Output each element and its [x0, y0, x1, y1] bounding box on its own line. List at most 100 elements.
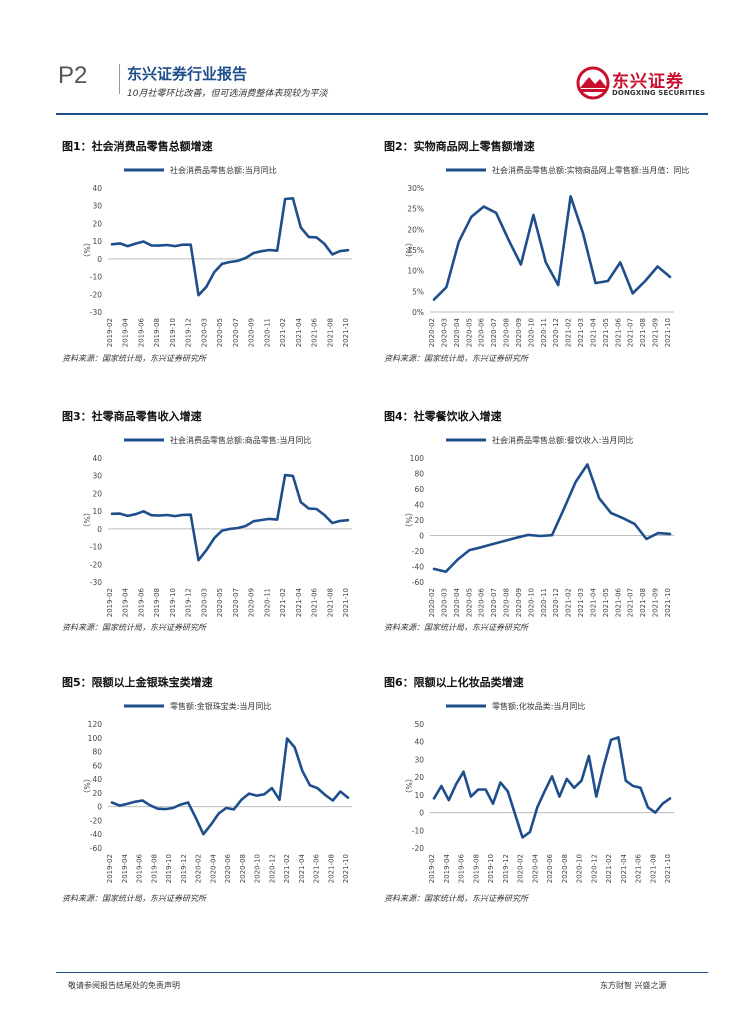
data-point: [477, 788, 480, 791]
legend-label: 社会消费品零售总额:商品零售:当月同比: [170, 435, 311, 445]
x-tick-label: 2020-05: [465, 588, 473, 617]
x-tick-label: 2021-10: [664, 588, 672, 617]
line-chart: 社会消费品零售总额:当月同比 （%） 40 30 20 10 0 -10 -20 -30 2019-…: [82, 165, 352, 347]
data-point: [669, 276, 671, 278]
data-point: [156, 807, 159, 810]
data-point: [244, 525, 247, 527]
chart-panel-3: 图3：社零商品零售收入增速 社会消费品零售总额:商品零售:当月同比 （%） 40 30…: [62, 408, 362, 640]
x-tick-label: 2019-02: [428, 854, 436, 883]
y-tick-label: 5%: [412, 287, 424, 296]
y-tick-label: -40: [412, 563, 424, 572]
data-point: [563, 508, 565, 510]
data-point: [632, 785, 634, 787]
data-point: [197, 559, 200, 561]
data-point: [323, 243, 326, 245]
data-point: [286, 737, 288, 740]
y-tick-label: 20: [414, 516, 424, 525]
data-point: [492, 802, 494, 805]
data-point: [126, 803, 128, 805]
x-tick-label: 2021-06: [614, 317, 622, 347]
x-tick-label: 2020-06: [478, 587, 486, 617]
x-tick-label: 2020-10: [576, 854, 584, 883]
x-tick-label: 2021-08: [326, 318, 334, 347]
x-tick-label: 2021-08: [639, 318, 647, 347]
x-tick-label: 2020-06: [478, 317, 486, 347]
data-point: [470, 216, 473, 218]
data-point: [300, 226, 302, 229]
x-tick-label: 2021-04: [589, 587, 597, 617]
x-tick-label: 2019-12: [185, 318, 193, 347]
data-point: [669, 797, 671, 800]
data-point: [244, 257, 247, 259]
data-point: [669, 533, 671, 535]
x-tick-label: 2021-05: [602, 318, 610, 347]
chart-panel-2: 图2：实物商品网上零售额增速 社会消费品零售总额:实物商品网上零售额:当月值：同…: [384, 138, 689, 370]
data-point: [217, 812, 220, 815]
x-tick-label: 2021-08: [649, 854, 657, 883]
y-tick-label: 60: [414, 485, 424, 494]
x-tick-label: 2020-03: [440, 588, 448, 617]
y-tick-label: 100: [88, 734, 103, 743]
y-tick-label: 10: [92, 237, 102, 246]
data-point: [252, 252, 255, 254]
chart-title: 图4：社零餐饮收入增速: [384, 410, 502, 423]
x-tick-label: 2020-10: [527, 318, 535, 347]
axis-label-y: （%）: [82, 238, 91, 262]
data-point: [543, 790, 546, 793]
axis-label-y: （%）: [404, 508, 413, 532]
x-tick-label: 2019-12: [180, 854, 188, 883]
line-chart: 零售额:化妆品类:当月同比 （%） 50 40 30 20 10 0 -10 -20 2019-02…: [404, 701, 674, 883]
x-tick-label: 2019-04: [122, 317, 130, 347]
data-point: [619, 261, 622, 264]
y-tick-label: 30%: [407, 184, 424, 193]
data-point: [656, 265, 659, 268]
x-tick-label: 2020-07: [232, 318, 240, 347]
line-chart: 零售额:金银珠宝类:当月同比 （%） 120 100 80 60 40 20 0 -20 -40 -6…: [82, 701, 352, 883]
line-chart: 社会消费品零售总额:餐饮收入:当月同比 （%） 100 80 60 40 20 0 -20 -40…: [404, 435, 674, 617]
y-tick-label: 30: [92, 202, 102, 211]
x-tick-label: 2020-03: [200, 318, 208, 347]
data-point: [331, 522, 334, 524]
chart-panel-4: 图4：社零餐饮收入增速 社会消费品零售总额:餐饮收入:当月同比 （%） 100 80 6…: [384, 408, 684, 640]
x-tick-label: 2020-06: [546, 853, 554, 883]
x-tick-label: 2019-10: [165, 854, 173, 883]
data-point: [433, 568, 435, 570]
data-point: [521, 836, 524, 839]
data-point: [484, 788, 487, 791]
disclaimer-note: 敬请参阅报告结尾处的免责声明: [68, 981, 180, 990]
x-tick-label: 2019-02: [106, 588, 114, 617]
data-point: [602, 765, 605, 768]
data-point: [284, 198, 286, 200]
x-tick-label: 2021-10: [664, 854, 672, 883]
data-point: [631, 292, 634, 295]
data-point: [324, 794, 327, 796]
x-tick-label: 2021-08: [639, 588, 647, 617]
data-point: [532, 214, 535, 216]
y-tick-label: 80: [414, 470, 424, 479]
x-tick-label: 2020-05: [216, 318, 224, 347]
y-tick-label: 20: [92, 219, 102, 228]
data-point: [647, 806, 649, 809]
x-tick-label: 2021-02: [565, 318, 573, 347]
x-tick-label: 2020-11: [540, 318, 548, 347]
source-note: 资料来源：国家统计局，东兴证券研究所: [62, 354, 206, 363]
data-point: [260, 519, 263, 521]
data-point: [347, 519, 349, 521]
x-tick-label: 2021-04: [295, 317, 303, 347]
data-point: [307, 236, 310, 238]
chart-title: 图1：社会消费品零售总额增速: [62, 140, 213, 153]
x-tick-label: 2020-03: [200, 588, 208, 617]
data-point: [433, 298, 435, 301]
data-point: [189, 243, 192, 246]
data-point: [309, 784, 311, 787]
data-point: [134, 242, 137, 245]
data-point: [558, 795, 561, 798]
data-point: [456, 558, 459, 561]
footer-slogan: 东方财智 兴盛之源: [600, 981, 667, 990]
data-point: [126, 245, 129, 247]
data-point: [339, 790, 342, 793]
x-tick-label: 2021-06: [635, 853, 643, 883]
logo-text-cn: 东兴证券: [612, 72, 684, 92]
data-point: [458, 240, 460, 243]
y-tick-label: 20: [414, 773, 424, 782]
